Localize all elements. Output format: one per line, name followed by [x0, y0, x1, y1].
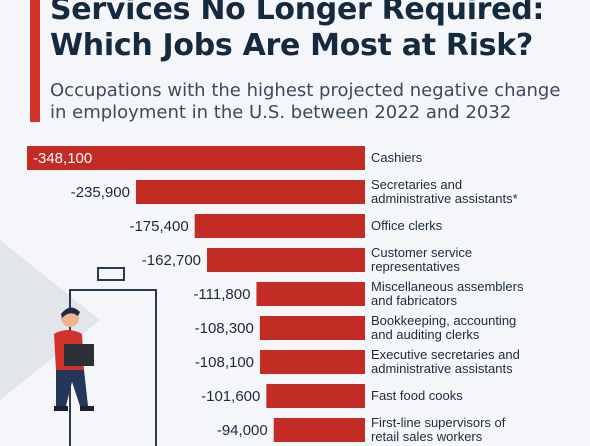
category-label-3: Customer service representatives	[371, 245, 472, 274]
value-label-2: -175,400	[129, 218, 188, 235]
bar-4	[256, 282, 365, 306]
value-label-3: -162,700	[142, 252, 201, 269]
bar-6	[260, 350, 365, 374]
category-label-5: Bookkeeping, accounting and auditing cler…	[371, 313, 516, 342]
category-label-6: Executive secretaries and administrative …	[371, 347, 520, 376]
bar-chart: -348,100 Cashiers -235,900 Secretaries and a…	[27, 146, 524, 444]
category-label-2: Office clerks	[371, 218, 443, 233]
bar-8	[273, 418, 365, 442]
bar-0	[27, 146, 365, 170]
bar-3	[207, 248, 365, 272]
play-triangle-shape	[0, 240, 100, 400]
bar-2	[194, 214, 365, 238]
title-line-2: Which Jobs Are Most at Risk?	[50, 28, 533, 63]
bar-7	[266, 384, 365, 408]
bar-1	[135, 180, 365, 204]
category-label-0: Cashiers	[371, 150, 423, 165]
category-label-7: Fast food cooks	[371, 388, 463, 403]
exit-sign	[97, 267, 125, 281]
worker-illustration	[0, 240, 157, 446]
worker-figure	[54, 307, 94, 411]
value-label-8: -94,000	[217, 422, 268, 439]
subtitle-line-1: Occupations with the highest projected n…	[50, 80, 561, 101]
title-line-1: Services No Longer Required:	[50, 0, 545, 27]
value-label-4: -111,800	[193, 286, 250, 303]
category-label-1: Secretaries and administrative assistants…	[371, 177, 518, 206]
category-label-4: Miscellaneous assemblers and fabricators	[371, 279, 524, 308]
page-title: Services No Longer Required: Which Jobs …	[50, 0, 590, 64]
value-label-5: -108,300	[195, 320, 254, 337]
category-label-8: First-line supervisors of retail sales wo…	[371, 415, 506, 444]
value-label-1: -235,900	[71, 184, 130, 201]
value-label-0: -348,100	[33, 150, 92, 167]
value-label-7: -101,600	[201, 388, 260, 405]
value-label-6: -108,100	[195, 354, 254, 371]
bar-5	[259, 316, 365, 340]
page-subtitle: Occupations with the highest projected n…	[50, 80, 590, 124]
subtitle-line-2: in employment in the U.S. between 2022 a…	[50, 102, 512, 123]
accent-bar	[30, 0, 40, 122]
